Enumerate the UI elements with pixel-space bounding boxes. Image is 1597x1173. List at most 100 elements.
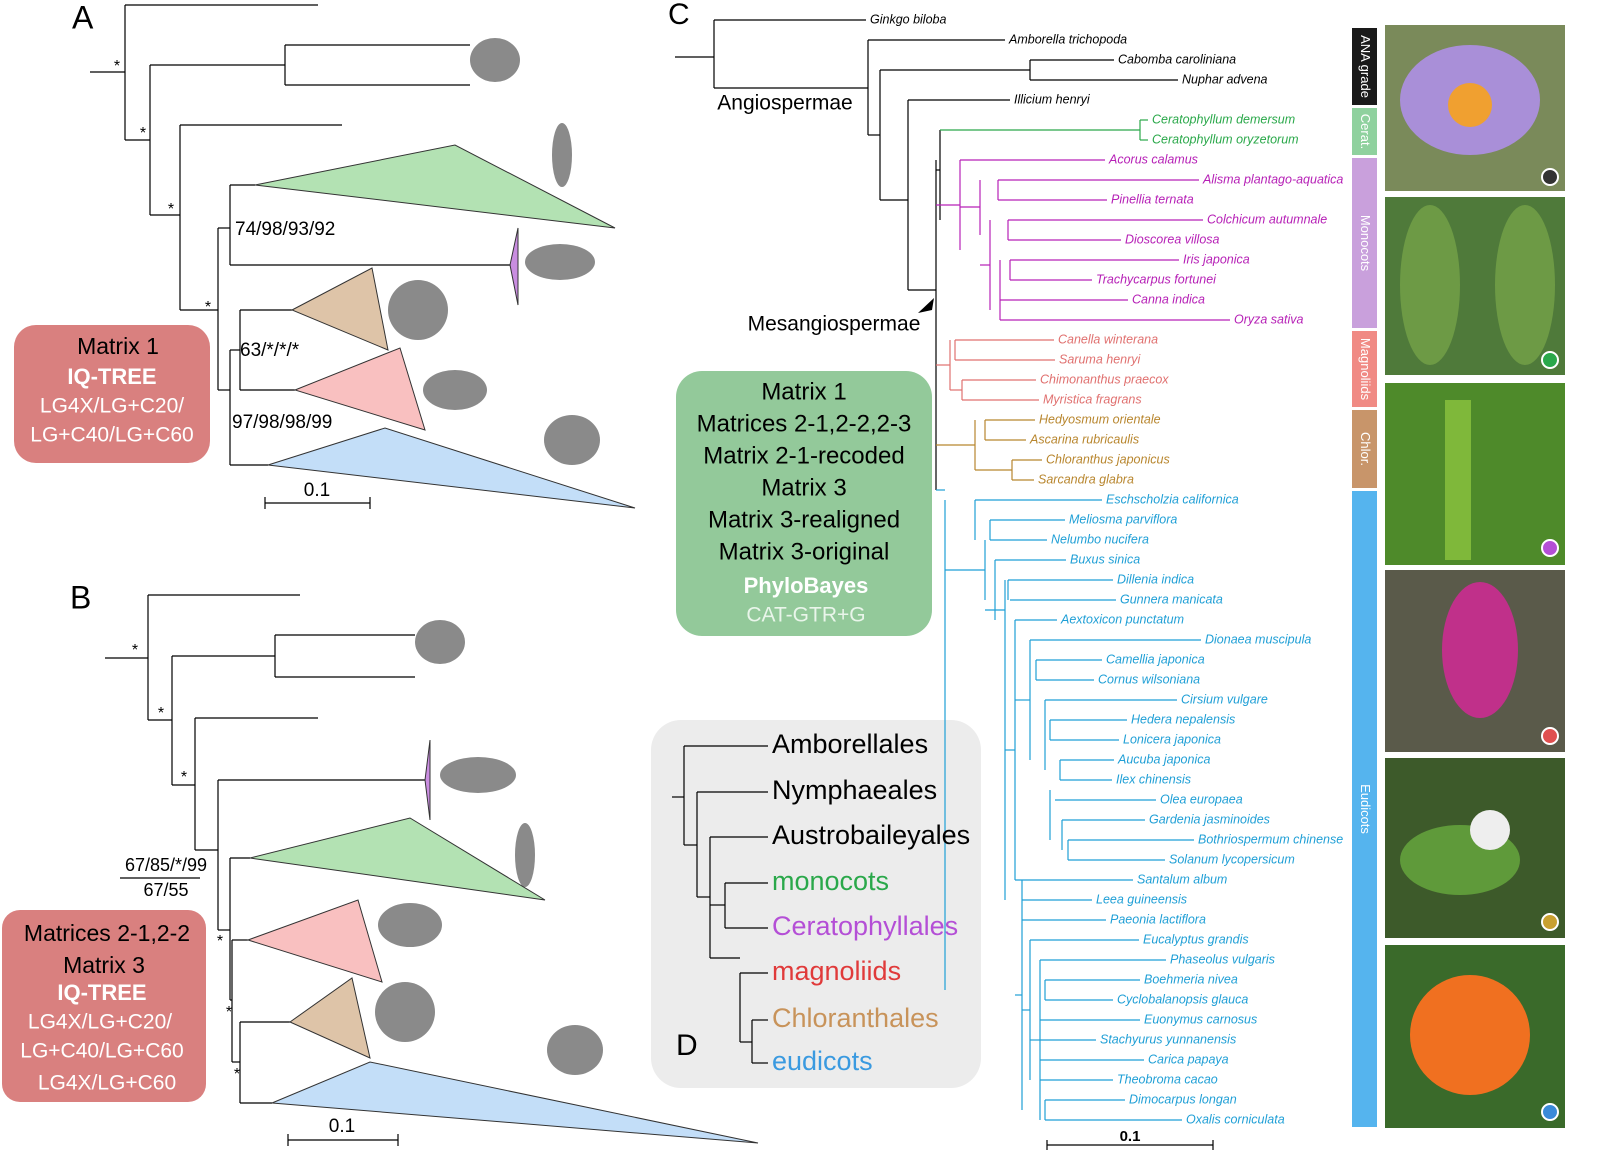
legend-box: [651, 720, 981, 1088]
taxon-label: Oryza sativa: [1234, 312, 1304, 326]
clade-bar: [1352, 158, 1377, 328]
support: *: [132, 642, 138, 659]
clade-bar: [1352, 108, 1377, 155]
support: *: [234, 1066, 240, 1083]
taxon-label: Ascarina rubricaulis: [1029, 432, 1139, 446]
taxon-label: Amborella trichopoda: [1008, 32, 1127, 46]
box-line: Matrices 2-1,2-2,2-3: [697, 410, 912, 437]
taxon-label: Dionaea muscipula: [1205, 632, 1311, 646]
order-label: monocots: [772, 866, 889, 896]
clade-name: Mesangiospermae: [748, 313, 921, 336]
taxon-label: Dioscorea villosa: [1125, 232, 1220, 246]
taxon-label: Eucalyptus grandis: [1143, 932, 1249, 946]
clade-bar-label: Magnoliids: [1358, 338, 1373, 401]
taxon-label: Euonymus carnosus: [1144, 1012, 1257, 1026]
support: *: [181, 769, 187, 786]
taxon-label: Eschscholzia californica: [1106, 492, 1239, 506]
support: 67/85/*/99: [125, 855, 207, 875]
taxon-label: Nelumbo nucifera: [1051, 532, 1149, 546]
clade-bar: [1352, 331, 1377, 407]
box-line: LG4X/LG+C20/: [28, 1011, 172, 1034]
support: *: [140, 125, 146, 142]
taxon-label: Meliosma parviflora: [1069, 512, 1177, 526]
scale-label: 0.1: [1120, 1128, 1141, 1145]
taxon-label: Nuphar advena: [1182, 72, 1268, 86]
clade-triangle: [246, 899, 383, 983]
clade-bar-label: ANA grade: [1358, 35, 1373, 98]
tree-b: [10, 594, 425, 1146]
taxon-label: Boehmeria nivea: [1144, 972, 1238, 986]
clade-triangle: [509, 227, 519, 306]
taxon-label: Cyclobalanopsis glauca: [1117, 992, 1248, 1006]
taxon-label: Oxalis corniculata: [1186, 1112, 1285, 1126]
taxon-label: Phaseolus vulgaris: [1170, 952, 1275, 966]
taxon-label: Ceratophyllum oryzetorum: [1152, 132, 1299, 146]
box-line: IQ-TREE: [67, 364, 156, 389]
support: 67/55: [143, 880, 188, 900]
clade-triangle: [249, 817, 546, 901]
taxon-label: Chimonanthus praecox: [1040, 372, 1169, 386]
taxon-label: Aextoxicon punctatum: [1060, 612, 1184, 626]
taxon-label: Cornus wilsoniana: [1098, 672, 1200, 686]
box-line: Matrices 2-1,2-2: [24, 920, 190, 946]
box-line: Matrix 2-1-recoded: [703, 442, 904, 469]
taxon-label: Colchicum autumnale: [1207, 212, 1327, 226]
taxon-label: Lonicera japonica: [1123, 732, 1221, 746]
clade-triangle: [271, 1061, 759, 1144]
taxon-label: Buxus sinica: [1070, 552, 1140, 566]
photo: [1385, 383, 1565, 565]
taxon-label: Aucuba japonica: [1117, 752, 1210, 766]
taxon-label: Acorus calamus: [1108, 152, 1198, 166]
order-label: Chloranthales: [772, 1003, 939, 1033]
order-label: Austrobaileyales: [772, 820, 970, 850]
clade-bar-label: Monocots: [1358, 215, 1373, 272]
method-box: [14, 325, 210, 463]
box-line: CAT-GTR+G: [746, 604, 865, 627]
clade-bar: [1352, 28, 1377, 105]
taxon-label: Leea guineensis: [1096, 892, 1187, 906]
clade-triangle: [293, 347, 426, 431]
support: *: [158, 705, 164, 722]
taxon-label: Saruma henryi: [1059, 352, 1142, 366]
box-line: Matrix 3: [63, 952, 145, 978]
taxon-label: Hedyosmum orientale: [1039, 412, 1161, 426]
support: *: [217, 933, 223, 950]
tree-a: [90, 4, 512, 509]
clade-bar-label: Cerat.: [1358, 114, 1373, 149]
taxon-label: Alisma plantago-aquatica: [1202, 172, 1343, 186]
support: 97/98/98/99: [232, 412, 332, 433]
taxon-label: Canna indica: [1132, 292, 1205, 306]
taxon-label: Gunnera manicata: [1120, 592, 1223, 606]
taxon-label: Theobroma cacao: [1117, 1072, 1218, 1086]
box-line: LG+C40/LG+C60: [30, 424, 193, 447]
taxon-label: Illicium henryi: [1014, 92, 1091, 106]
clade-triangle: [424, 739, 431, 821]
box-line: Matrix 3-realigned: [708, 506, 900, 533]
taxon-label: Trachycarpus fortunei: [1096, 272, 1217, 286]
taxon-label: Canella winterana: [1058, 332, 1158, 346]
panel-label: B: [70, 579, 91, 615]
box-line: LG4X/LG+C20/: [40, 395, 184, 418]
box-line: LG+C40/LG+C60: [20, 1040, 183, 1063]
silhouettes: [375, 38, 603, 1075]
clade-triangle: [267, 427, 636, 509]
tree-c-backbone: [675, 19, 1214, 1150]
box-line: Matrix 1: [77, 333, 159, 359]
node-marker: [918, 298, 934, 313]
clade-bar-label: Eudicots: [1358, 784, 1373, 834]
taxon-label: Dimocarpus longan: [1129, 1092, 1237, 1106]
taxon-label: Ilex chinensis: [1116, 772, 1191, 786]
taxon-label: Chloranthus japonicus: [1046, 452, 1170, 466]
taxon-label: Dillenia indica: [1117, 572, 1194, 586]
taxon-label: Gardenia jasminoides: [1149, 812, 1270, 826]
taxon-label: Pinellia ternata: [1111, 192, 1194, 206]
taxon-label: Iris japonica: [1183, 252, 1250, 266]
clade-triangle: [290, 267, 389, 351]
clade-name: Angiospermae: [717, 92, 852, 115]
method-box: [676, 371, 932, 636]
clade-triangle: [288, 977, 371, 1059]
order-label: Ceratophyllales: [772, 911, 958, 941]
taxon-label: Myristica fragrans: [1043, 392, 1142, 406]
order-label: Amborellales: [772, 729, 928, 759]
tree-d: [672, 745, 768, 1064]
